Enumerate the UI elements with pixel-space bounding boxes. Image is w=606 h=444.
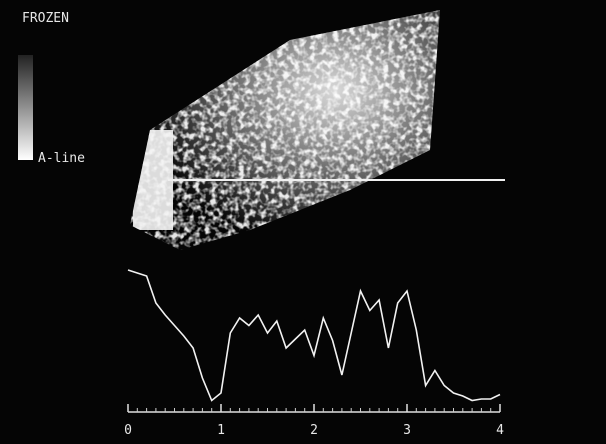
- status-label: FROZEN: [22, 11, 69, 26]
- x-tick-label: 3: [403, 423, 411, 438]
- x-tick-label: 4: [496, 423, 504, 438]
- gray-scale-bar: [18, 55, 33, 160]
- screen: FROZEN A-line 0 1 2 3 4: [0, 0, 606, 444]
- x-tick-label: 0: [124, 423, 132, 438]
- x-tick-label: 1: [217, 423, 225, 438]
- x-tick-label: 2: [310, 423, 318, 438]
- a-line-label: A-line: [38, 151, 85, 166]
